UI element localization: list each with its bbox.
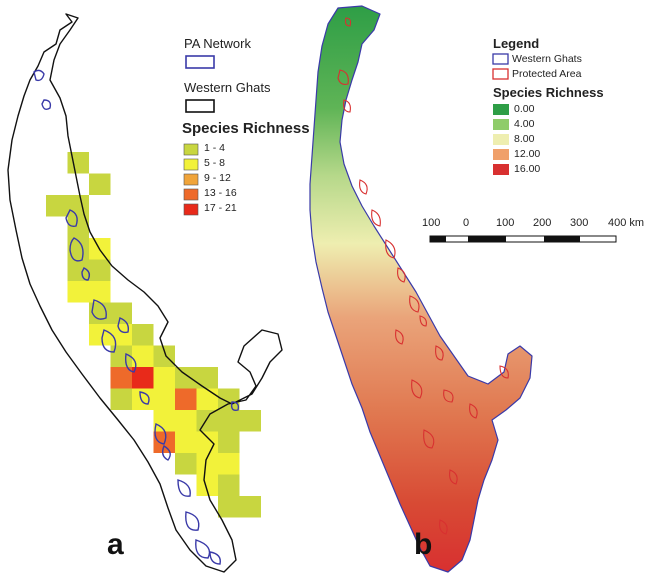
- richness-swatch: [183, 173, 199, 186]
- western-ghats-symbol: [185, 99, 215, 113]
- scale-bar: [429, 235, 617, 243]
- grid-cell: [110, 388, 132, 410]
- grid-cell: [175, 453, 197, 475]
- panel-label-b: b: [414, 528, 433, 561]
- richness-swatch: [183, 158, 199, 171]
- grid-cell: [89, 259, 111, 281]
- richness-class-label: 1 - 4: [204, 142, 226, 154]
- western-ghats-outline-a: [7, 13, 283, 573]
- protected-area-label-b: Protected Area: [512, 68, 582, 80]
- scale-label: 200: [533, 217, 552, 229]
- richness-value-label: 0.00: [514, 103, 535, 115]
- grid-cell: [46, 195, 68, 217]
- grid-cell: [67, 216, 89, 238]
- richness-value-label: 12.00: [514, 148, 541, 160]
- grid-cell: [89, 324, 111, 346]
- scale-label: 0: [463, 217, 470, 229]
- richness-swatch: [183, 143, 199, 156]
- richness-class-label: 5 - 8: [204, 157, 226, 169]
- richness-class-label: 13 - 16: [204, 187, 237, 199]
- protected-areas-b: [337, 17, 509, 535]
- richness-swatches-b: [493, 104, 509, 175]
- grid-cell: [196, 367, 218, 389]
- grid-cell: [196, 388, 218, 410]
- grid-cell: [153, 388, 175, 410]
- grid-cell: [67, 195, 89, 217]
- grid-cell: [132, 367, 154, 389]
- grid-cell: [218, 431, 240, 453]
- grid-cell: [218, 410, 240, 432]
- richness-swatch: [493, 134, 509, 145]
- grid-cell: [196, 410, 218, 432]
- scale-label: 400 km: [608, 217, 645, 229]
- grid-cell: [218, 474, 240, 496]
- grid-cell: [218, 388, 240, 410]
- grid-cell: [110, 345, 132, 367]
- grid-cell: [239, 496, 261, 518]
- species-richness-grid: [46, 152, 261, 518]
- scale-label: 100: [422, 217, 441, 229]
- pa-network-a: [33, 69, 240, 565]
- grid-cell: [196, 453, 218, 475]
- richness-value-label: 8.00: [514, 133, 535, 145]
- richness-swatch: [493, 119, 509, 130]
- western-ghats-symbol-b: [492, 53, 509, 65]
- richness-swatch: [183, 188, 199, 201]
- panel-label-a: a: [107, 528, 124, 561]
- richness-class-label: 9 - 12: [204, 172, 231, 184]
- scale-label: 100: [496, 217, 515, 229]
- grid-cell: [67, 259, 89, 281]
- grid-cell: [153, 367, 175, 389]
- grid-cell: [89, 173, 111, 195]
- grid-cell: [132, 388, 154, 410]
- grid-cell: [89, 281, 111, 303]
- grid-cell: [110, 367, 132, 389]
- grid-cell: [132, 324, 154, 346]
- richness-swatch: [493, 149, 509, 160]
- grid-cell: [132, 345, 154, 367]
- panel-a-map: [7, 13, 283, 573]
- grid-cell: [175, 388, 197, 410]
- grid-cell: [153, 410, 175, 432]
- richness-value-label: 4.00: [514, 118, 535, 130]
- scale-label: 300: [570, 217, 589, 229]
- western-ghats-label-b: Western Ghats: [512, 53, 582, 65]
- richness-swatch: [493, 104, 509, 115]
- richness-value-label: 16.00: [514, 163, 541, 175]
- grid-cell: [218, 453, 240, 475]
- grid-cell: [67, 281, 89, 303]
- grid-cell: [196, 474, 218, 496]
- grid-cell: [67, 152, 89, 174]
- grid-cell: [153, 345, 175, 367]
- grid-cell: [175, 367, 197, 389]
- legend-title-b: Legend: [493, 36, 540, 51]
- grid-cell: [239, 410, 261, 432]
- western-ghats-label-a: Western Ghats: [184, 80, 271, 95]
- richness-class-label: 17 - 21: [204, 202, 237, 214]
- protected-area-symbol-b: [492, 68, 509, 80]
- richness-title-a: Species Richness: [182, 120, 310, 137]
- species-richness-surface: [309, 5, 533, 573]
- grid-cell: [218, 496, 240, 518]
- grid-cell: [110, 302, 132, 324]
- pa-network-symbol: [185, 55, 215, 69]
- richness-swatch: [183, 203, 199, 216]
- grid-cell: [175, 410, 197, 432]
- richness-swatch: [493, 164, 509, 175]
- richness-swatches-a: [183, 143, 199, 216]
- pa-network-label: PA Network: [184, 36, 251, 51]
- grid-cell: [110, 324, 132, 346]
- grid-cell: [175, 431, 197, 453]
- panel-b-map: [309, 5, 533, 573]
- grid-cell: [196, 431, 218, 453]
- richness-title-b: Species Richness: [493, 85, 604, 100]
